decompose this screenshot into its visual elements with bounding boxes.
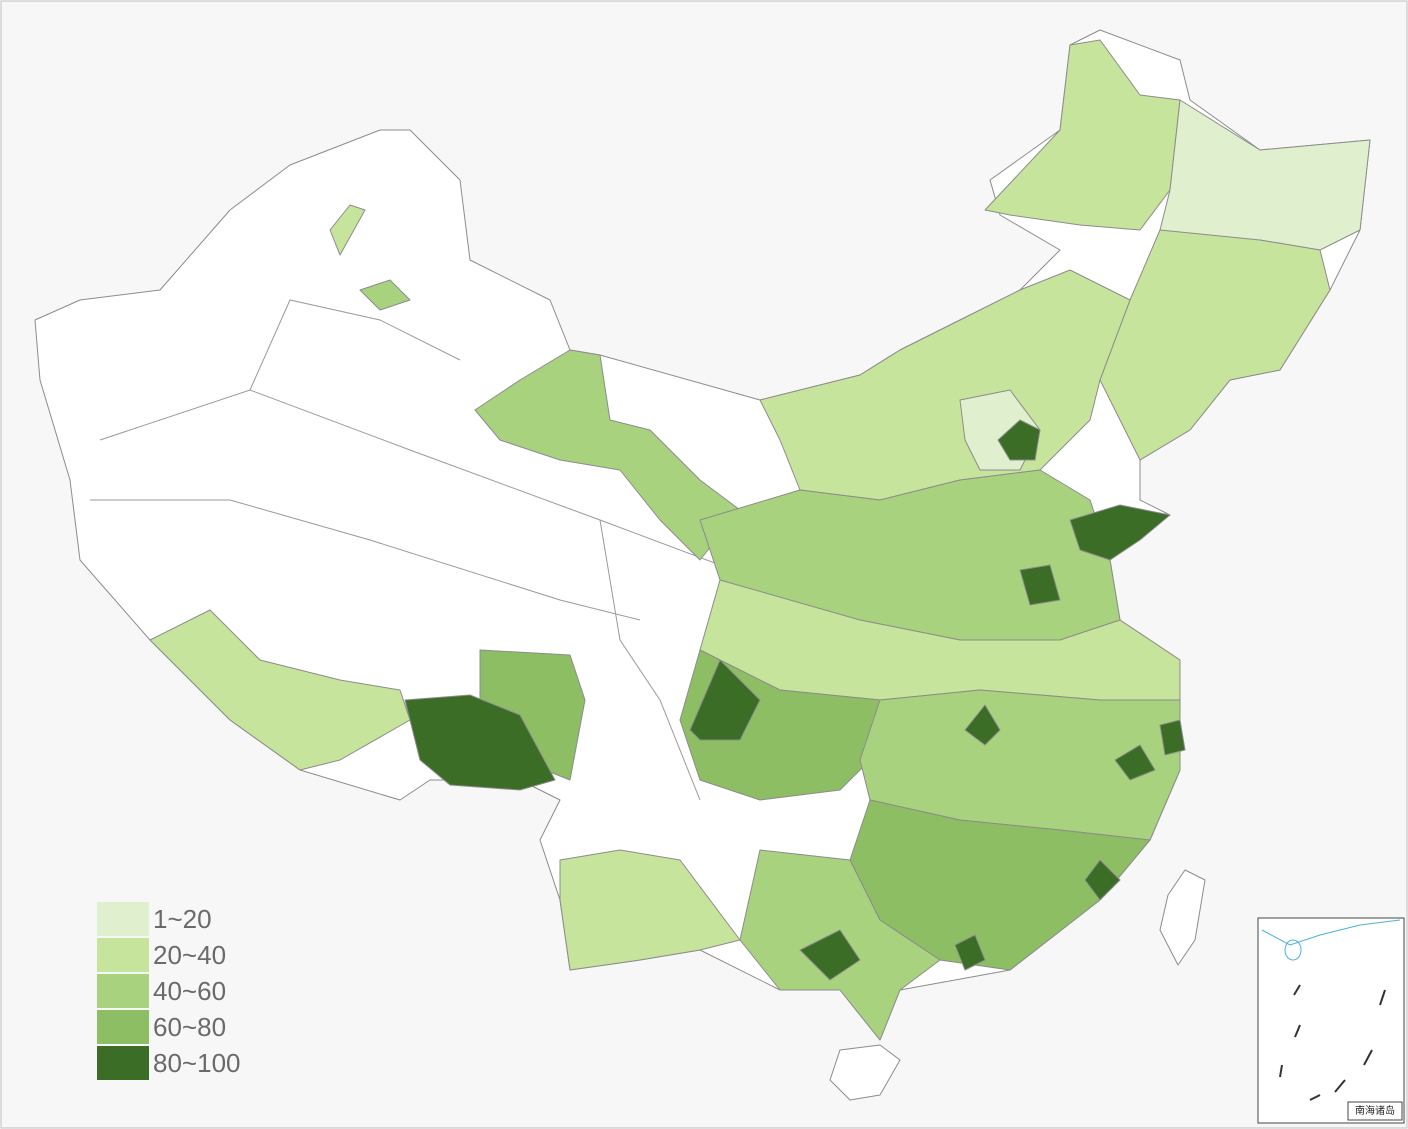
inset-frame — [1257, 917, 1405, 1124]
legend-label: 40~60 — [153, 976, 226, 1006]
border-line — [249, 299, 461, 391]
region — [1114, 744, 1156, 781]
legend-label: 80~100 — [153, 1048, 240, 1078]
region — [964, 704, 1001, 746]
legend-label: 20~40 — [153, 940, 226, 970]
region — [1019, 564, 1061, 606]
region — [404, 694, 556, 791]
legend-label: 60~80 — [153, 1012, 226, 1042]
region — [474, 349, 741, 561]
region — [359, 279, 411, 311]
region — [799, 929, 861, 981]
region — [1084, 859, 1121, 901]
region — [329, 204, 366, 256]
legend-swatch — [97, 974, 149, 1008]
island-hainan — [829, 1044, 901, 1101]
region — [149, 609, 411, 771]
region — [954, 934, 986, 971]
inset-island — [1284, 939, 1302, 961]
island-taiwan — [1159, 869, 1206, 966]
legend-swatch — [97, 1046, 149, 1080]
inset: 南海诸岛 — [1257, 917, 1405, 1124]
legend-label: 1~20 — [153, 904, 212, 934]
border-line — [599, 519, 701, 801]
legend-swatch — [97, 1010, 149, 1044]
province-borders — [90, 299, 761, 801]
region — [1159, 719, 1186, 756]
region — [997, 419, 1041, 461]
region — [559, 849, 741, 971]
border-line — [99, 389, 761, 581]
border-line — [90, 499, 641, 621]
legend-swatch — [97, 902, 149, 936]
inset-label-box — [1347, 1101, 1403, 1121]
legend-swatch — [97, 938, 149, 972]
inset-boundary — [1279, 984, 1386, 1101]
legend: 1~20 20~40 40~60 60~80 80~100 — [97, 902, 240, 1080]
region — [1069, 504, 1171, 561]
regions — [149, 39, 1371, 1041]
region — [689, 659, 761, 741]
inset-label: 南海诸岛 — [1355, 1104, 1395, 1117]
inset-coast — [1261, 919, 1401, 946]
